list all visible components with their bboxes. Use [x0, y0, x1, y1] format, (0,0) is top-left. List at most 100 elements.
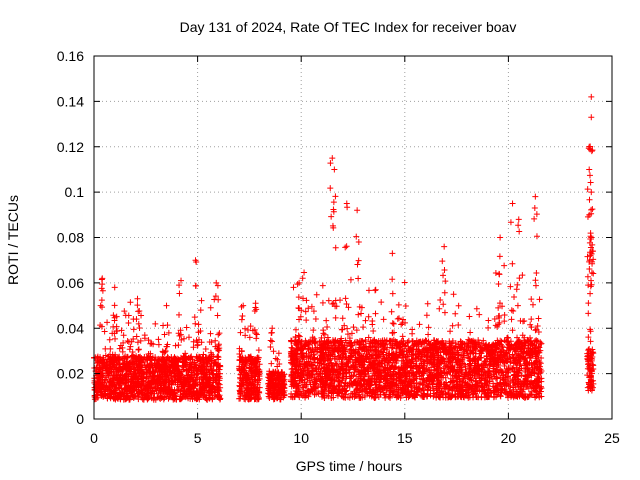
data-point [197, 389, 204, 396]
data-point [124, 363, 131, 370]
data-point [200, 361, 207, 368]
data-point [209, 395, 216, 402]
data-point [135, 364, 142, 371]
data-point [106, 336, 113, 343]
data-point [162, 370, 169, 377]
data-point [176, 332, 183, 339]
data-point [174, 377, 181, 384]
data-point [116, 353, 123, 360]
data-point [111, 284, 118, 291]
data-point [174, 357, 181, 364]
data-point [102, 376, 109, 383]
data-point [121, 380, 128, 387]
data-point [94, 377, 101, 384]
data-point [178, 277, 185, 284]
data-point [147, 350, 154, 357]
data-point [152, 357, 159, 364]
data-point [188, 390, 195, 397]
data-point [142, 364, 149, 371]
data-point [144, 387, 151, 394]
data-point [136, 368, 143, 375]
data-point [171, 396, 178, 403]
data-point [127, 299, 134, 306]
data-point [154, 373, 161, 380]
data-point [210, 389, 217, 396]
data-point [165, 329, 172, 336]
data-point [131, 371, 138, 378]
data-point [112, 354, 119, 361]
data-point [194, 370, 201, 377]
data-point [206, 369, 213, 376]
data-point [138, 394, 145, 401]
data-point [177, 331, 184, 338]
data-point [181, 388, 188, 395]
data-point [164, 322, 171, 329]
data-point [154, 394, 161, 401]
data-point [203, 359, 210, 366]
data-point [114, 372, 121, 379]
data-point [125, 371, 132, 378]
data-point [110, 372, 117, 379]
data-point [117, 396, 124, 403]
data-point [143, 382, 150, 389]
data-point [147, 361, 154, 368]
data-point [212, 293, 219, 300]
data-point [178, 396, 185, 403]
data-point [118, 327, 125, 334]
data-point [155, 389, 162, 396]
data-point [253, 335, 260, 342]
data-point [99, 369, 106, 376]
data-point [187, 395, 194, 402]
data-point [137, 337, 144, 344]
data-point [162, 386, 169, 393]
data-point [180, 358, 187, 365]
data-point [207, 355, 214, 362]
data-point [147, 340, 154, 347]
data-point [111, 330, 118, 337]
data-point [164, 390, 171, 397]
data-point [176, 290, 183, 297]
data-point [207, 386, 214, 393]
data-point [150, 395, 157, 402]
data-point [136, 324, 143, 331]
data-point [197, 307, 204, 314]
data-point [168, 386, 175, 393]
data-point [138, 367, 145, 374]
data-point [98, 276, 105, 283]
data-point [208, 339, 215, 346]
data-point [122, 379, 129, 386]
data-point [214, 282, 221, 289]
data-point [134, 302, 141, 309]
data-point [216, 370, 223, 377]
data-point [176, 311, 183, 318]
data-point [99, 287, 106, 294]
data-point [209, 370, 216, 377]
data-point [141, 332, 148, 339]
data-point [212, 337, 219, 344]
data-point [161, 377, 168, 384]
data-point [97, 302, 104, 309]
data-point [216, 373, 223, 380]
data-point [143, 394, 150, 401]
data-point [192, 382, 199, 389]
data-point [147, 363, 154, 370]
data-point [216, 388, 223, 395]
data-point [108, 389, 115, 396]
data-point [134, 339, 141, 346]
data-point [98, 323, 105, 330]
data-point [124, 337, 131, 344]
data-point [167, 369, 174, 376]
data-point [161, 331, 168, 338]
data-point [172, 342, 179, 349]
data-point [111, 302, 118, 309]
data-point [121, 360, 128, 367]
data-point [187, 356, 194, 363]
data-point [156, 376, 163, 383]
data-point [104, 319, 111, 326]
data-point [163, 343, 170, 350]
data-point [181, 383, 188, 390]
data-point [145, 379, 152, 386]
data-point [139, 374, 146, 381]
data-point [122, 312, 129, 319]
